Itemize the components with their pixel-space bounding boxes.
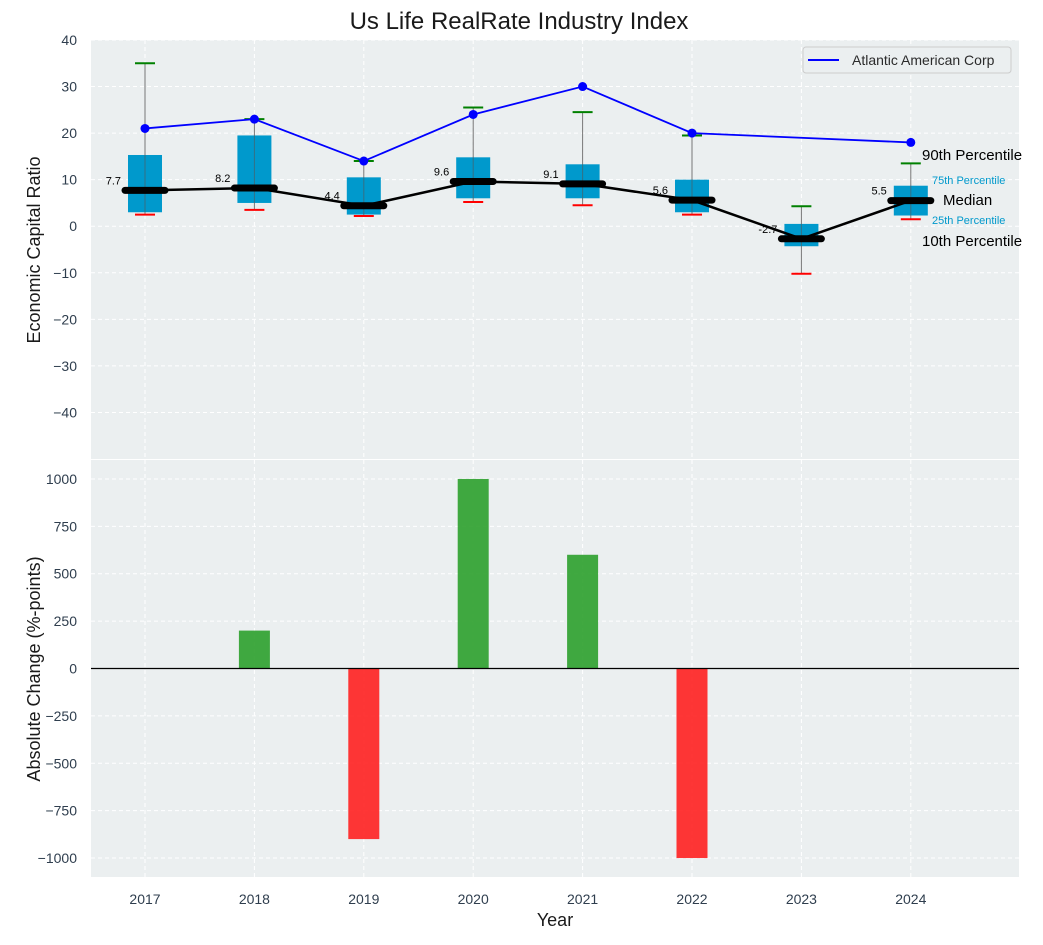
x-tick-label: 2022 (676, 891, 707, 907)
top-axes: 40 30 20 10 0 −10 −20 −30 −40 7.7 8.2 4.4 9.6 9.1 5.6 -… (53, 32, 1022, 459)
plot-background (91, 40, 1019, 459)
y-tick-label: 500 (54, 566, 78, 582)
annotation-p90: 90th Percentile (922, 147, 1022, 164)
x-tick-label: 2019 (348, 891, 379, 907)
chart-title: Us Life RealRate Industry Index (350, 8, 689, 35)
company-point (906, 137, 916, 147)
company-point (468, 109, 478, 119)
change-bar (238, 630, 270, 669)
x-tick-label: 2024 (895, 891, 926, 907)
y-tick-label: 750 (54, 518, 78, 534)
x-tick-label: 2023 (786, 891, 817, 907)
company-point (140, 123, 150, 133)
x-tick-label: 2021 (567, 891, 598, 907)
median-label: 7.7 (106, 175, 121, 187)
median-label: 5.5 (872, 186, 887, 198)
legend-label: Atlantic American Corp (852, 52, 995, 68)
y-tick-label: −500 (45, 755, 77, 771)
change-bar (567, 554, 599, 669)
y-tick-label: −250 (45, 708, 77, 724)
median-label: 4.4 (325, 191, 340, 203)
y-tick-label: −1000 (38, 850, 78, 866)
x-tick-label: 2018 (239, 891, 270, 907)
y-tick-label: 0 (69, 661, 77, 677)
median-label: 9.6 (434, 167, 449, 179)
company-point (578, 82, 588, 92)
legend-box (802, 46, 1012, 74)
y-tick-label: 30 (61, 79, 77, 95)
annotation-median: Median (943, 192, 992, 209)
y-tick-label: −20 (53, 311, 77, 327)
y-tick-label: 10 (61, 172, 77, 188)
bottom-axes: 1000 750 500 250 0 −250 −500 −750 −1000 2017 2018 2… (38, 460, 1019, 907)
x-axis-label: Year (537, 910, 573, 930)
company-point (249, 114, 259, 124)
y-tick-label: −750 (45, 803, 77, 819)
y-tick-label: −10 (53, 265, 77, 281)
y-tick-label: 250 (54, 613, 78, 629)
y-tick-label: 40 (61, 32, 77, 48)
change-bar (676, 668, 708, 859)
y-tick-label: −30 (53, 358, 77, 374)
company-point (359, 156, 369, 166)
x-tick-label: 2020 (458, 891, 489, 907)
legend: Atlantic American Corp (802, 46, 1012, 74)
median-label: -2.7 (758, 224, 777, 236)
top-y-axis-label: Economic Capital Ratio (24, 156, 44, 343)
change-bar (457, 478, 489, 669)
y-tick-label: 1000 (46, 471, 77, 487)
company-point (687, 128, 697, 138)
median-label: 8.2 (215, 173, 230, 185)
annotation-p75: 75th Percentile (932, 175, 1005, 187)
annotation-p25: 25th Percentile (932, 215, 1005, 227)
bottom-y-axis-label: Absolute Change (%-points) (24, 556, 44, 781)
median-label: 9.1 (543, 169, 558, 181)
change-bar (348, 668, 380, 840)
y-tick-label: 20 (61, 125, 77, 141)
y-tick-label: −40 (53, 404, 77, 420)
y-tick-label: 0 (69, 218, 77, 234)
median-label: 5.6 (653, 185, 668, 197)
x-tick-label: 2017 (129, 891, 160, 907)
annotation-p10: 10th Percentile (922, 233, 1022, 250)
